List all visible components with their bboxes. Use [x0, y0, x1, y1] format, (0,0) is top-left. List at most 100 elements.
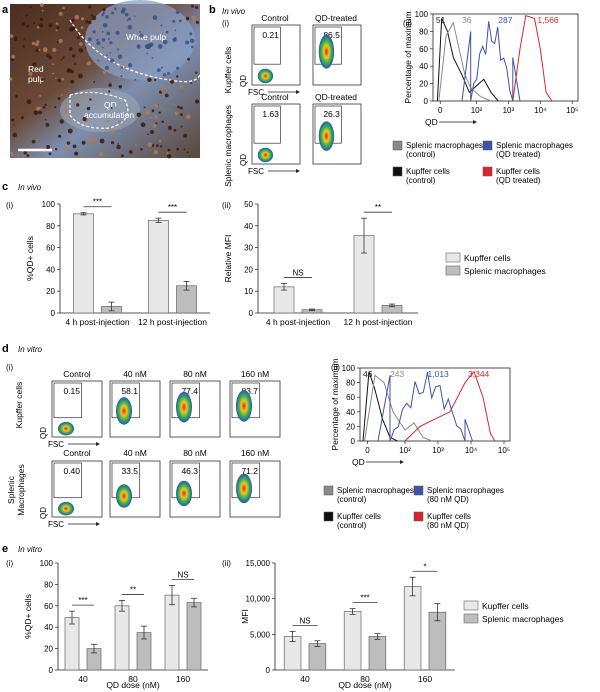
- tissue-speck: [183, 148, 186, 151]
- tissue-speck: [143, 106, 146, 109]
- flow-gate-value: 0.21: [262, 30, 279, 40]
- e-condition: In vitro: [18, 545, 43, 554]
- tissue-speck: [62, 6, 65, 10]
- tissue-speck: [38, 110, 42, 115]
- tissue-speck: [55, 148, 58, 151]
- flow-density: [176, 391, 192, 423]
- x-axis-label: QD dose (nM): [106, 680, 160, 690]
- flow-gate: [53, 382, 82, 419]
- tissue-speck: [39, 77, 42, 80]
- tissue-speck: [80, 26, 84, 29]
- histogram-x-tick-label: 10⁴: [465, 446, 478, 455]
- tissue-speck: [71, 19, 75, 22]
- tissue-speck: [26, 99, 32, 105]
- tissue-speck: [58, 134, 62, 138]
- tissue-speck: [160, 87, 166, 93]
- tissue-speck: [156, 144, 159, 148]
- tissue-speck: [102, 89, 105, 92]
- legend-swatch: [323, 485, 334, 496]
- tissue-speck: [147, 77, 152, 83]
- tissue-speck: [66, 141, 71, 145]
- flow-y-axis-label: QD: [239, 75, 248, 87]
- histogram-curve: [461, 21, 521, 102]
- y-axis-label: Relative MFI: [223, 235, 233, 283]
- flow-density: [176, 480, 192, 507]
- significance-label: ***: [78, 596, 87, 605]
- tissue-speck: [179, 106, 183, 110]
- tissue-speck: [69, 47, 73, 51]
- histogram-curve: [512, 15, 553, 102]
- tissue-speck: [88, 20, 92, 25]
- tissue-dots: [9, 3, 200, 159]
- tissue-speck: [74, 151, 79, 156]
- y-tick-label: 20: [244, 265, 253, 274]
- legend-swatch: [482, 166, 493, 177]
- tissue-speck: [118, 85, 123, 89]
- tissue-speck: [146, 52, 149, 55]
- tissue-speck: [101, 38, 106, 42]
- tissue-speck: [160, 145, 163, 148]
- legend-swatch: [392, 166, 403, 177]
- tissue-speck: [13, 124, 15, 127]
- b-col-control: Control: [261, 13, 289, 23]
- tissue-speck: [59, 119, 64, 124]
- y-tick-label: 10,000: [246, 595, 271, 604]
- y-axis-label: MFI: [240, 609, 250, 624]
- tissue-speck: [102, 70, 107, 75]
- histogram-curve: [404, 370, 496, 442]
- tissue-speck: [109, 52, 111, 54]
- tissue-speck: [96, 38, 99, 42]
- flow-density: [58, 421, 74, 436]
- b-row-kupffer: Kupffer cells: [223, 47, 233, 94]
- tissue-speck: [149, 116, 152, 119]
- tissue-speck: [101, 13, 105, 17]
- d-column-label: 160 nM: [241, 448, 269, 458]
- b-sub-ii: (ii): [403, 19, 412, 28]
- tissue-speck: [73, 62, 77, 66]
- tissue-speck: [136, 44, 141, 49]
- tissue-speck: [175, 10, 180, 15]
- d-sub-ii: (ii): [331, 363, 340, 372]
- histogram-y-tick-label: 80: [346, 379, 355, 388]
- tissue-speck: [78, 73, 83, 79]
- flow-gate: [253, 105, 281, 144]
- flow-density: [236, 390, 252, 422]
- tissue-speck: [108, 38, 110, 40]
- bar: [403, 586, 422, 671]
- tissue-speck: [69, 26, 74, 32]
- legend-label: (QD treated): [496, 150, 541, 159]
- flow-gate-value: 46.3: [181, 466, 198, 476]
- bar: [114, 605, 130, 671]
- tissue-speck: [104, 65, 109, 70]
- legend-label: Splenic macrophages: [464, 266, 546, 276]
- c-sub-ii: (ii): [222, 201, 231, 210]
- tissue-speck: [153, 150, 159, 155]
- y-tick-label: 80: [46, 222, 55, 231]
- tissue-speck: [12, 132, 17, 138]
- tissue-speck: [191, 15, 196, 20]
- tissue-speck: [105, 15, 109, 19]
- histogram-y-tick-label: 40: [346, 408, 355, 417]
- tissue-speck: [60, 58, 63, 61]
- histogram-mfi-label: 3,344: [468, 369, 490, 379]
- y-tick-label: 60: [44, 602, 53, 611]
- legend-label: (QD treated): [496, 176, 541, 185]
- tissue-speck: [98, 151, 104, 157]
- tissue-speck: [38, 48, 41, 52]
- bar: [73, 213, 94, 314]
- tissue-speck: [140, 148, 143, 151]
- histogram-y-tick-label: 40: [419, 62, 428, 71]
- y-tick-label: 100: [40, 559, 54, 568]
- tissue-speck: [128, 63, 133, 68]
- flow-y-axis-label: QD: [39, 427, 48, 439]
- histogram-curve: [438, 21, 492, 102]
- tissue-speck: [164, 93, 169, 98]
- histogram-y-tick-label: 100: [342, 364, 356, 373]
- tissue-speck: [128, 17, 131, 21]
- bar: [64, 617, 80, 671]
- histogram-y-tick-label: 0: [351, 437, 356, 446]
- tissue-speck: [110, 106, 113, 109]
- tissue-speck: [167, 125, 172, 130]
- tissue-speck: [172, 19, 176, 23]
